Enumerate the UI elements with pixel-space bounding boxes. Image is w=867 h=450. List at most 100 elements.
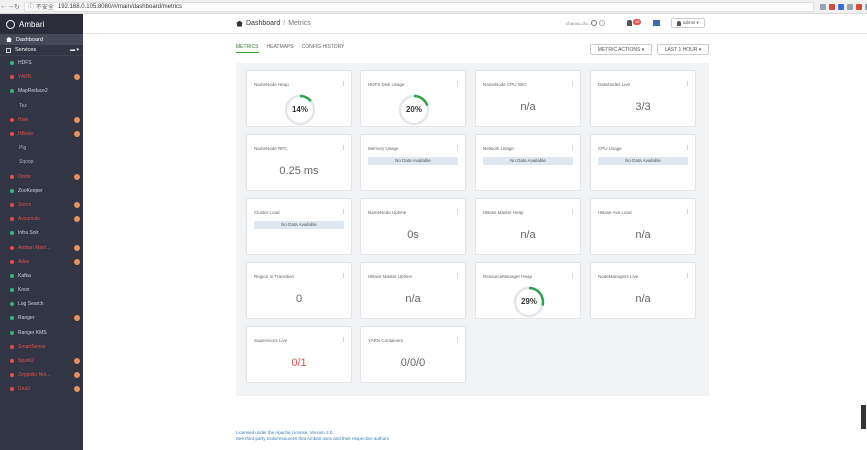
alert-badge-icon[interactable] [74,131,80,138]
alert-badge-icon[interactable] [74,386,80,393]
metric-widget[interactable]: YARN Containers ⋮ 0/0/0 [360,326,466,383]
breadcrumb-dashboard[interactable]: Dashboard [246,20,281,27]
metric-widget[interactable]: HBase Ave Load ⋮ n/a [590,198,696,255]
tab-heatmaps[interactable]: HEATMAPS [266,44,294,50]
metric-widget[interactable]: NameNode Heap ⋮ 14% [246,70,352,127]
metric-widget[interactable]: Network Usage ⋮ No Data Available [475,134,581,191]
sidebar-item-service[interactable]: Pig [0,141,83,155]
widget-menu-icon[interactable]: ⋮ [570,273,575,279]
extension-icon[interactable] [837,3,844,10]
sidebar-item-service[interactable]: Druid [0,382,83,396]
sidebar-item-service[interactable]: HBase [0,127,83,141]
metric-widget[interactable]: HBase Master Uptime ⋮ n/a [360,262,466,319]
alert-badge-icon[interactable] [74,216,80,223]
metric-widget[interactable]: ResourceManager Heap ⋮ 29% [475,262,581,319]
time-range-button[interactable]: LAST 1 HOUR ▾ [657,44,709,55]
sidebar-item-service[interactable]: Accumulo [0,212,83,226]
metric-widget[interactable]: Cluster Load ⋮ No Data Available [246,198,352,255]
metric-widget[interactable]: NodeManagers Live ⋮ n/a [590,262,696,319]
alert-badge-icon[interactable] [74,244,80,251]
services-menu-icon[interactable]: ▬ ▾ [70,47,79,53]
third-party-link[interactable]: See third-party tools/resources that Amb… [236,436,389,441]
widget-menu-icon[interactable]: ⋮ [570,145,575,151]
widget-menu-icon[interactable]: ⋮ [341,337,346,343]
metric-widget[interactable]: HDFS Disk Usage ⋮ 20% [360,70,466,127]
metric-widget[interactable]: Region In Transition ⋮ 0 [246,262,352,319]
status-icon[interactable] [599,20,605,26]
widget-menu-icon[interactable]: ⋮ [685,209,690,215]
metric-widget[interactable]: DataNodes Live ⋮ 3/3 [590,70,696,127]
widget-menu-icon[interactable]: ⋮ [455,145,460,151]
license-link[interactable]: Licensed under the Apache License, Versi… [236,430,334,435]
sidebar-item-service[interactable]: Storm [0,198,83,212]
extension-icon[interactable] [855,3,862,10]
widget-menu-icon[interactable]: ⋮ [455,273,460,279]
sidebar-item-service[interactable]: Knox [0,283,83,297]
star-icon[interactable] [819,3,826,10]
widget-menu-icon[interactable]: ⋮ [341,209,346,215]
sidebar-item-service[interactable]: Kafka [0,269,83,283]
metric-widget[interactable]: CPU Usage ⋮ No Data Available [590,134,696,191]
cluster-name[interactable]: chaoxu.clu... [566,21,592,26]
alerts-count-badge[interactable]: 45 [633,19,642,25]
info-icon[interactable]: ⓘ [27,5,34,11]
tab-metrics[interactable]: METRICS [236,44,259,53]
address-bar[interactable]: ⓘ 不安全 192.168.0.105:8080/#/main/dashboar… [23,1,814,12]
alert-badge-icon[interactable] [74,315,80,322]
alert-badge-icon[interactable] [74,173,80,180]
sidebar-item-service[interactable]: Ambari Metri... [0,240,83,254]
forward-icon[interactable]: → [7,3,14,10]
widget-menu-icon[interactable]: ⋮ [685,145,690,151]
sidebar-item-service[interactable]: YARN [0,70,83,84]
sidebar-item-dashboard[interactable]: Dashboard [0,34,83,45]
metric-widget[interactable]: NameNode CPU WIO ⋮ n/a [475,70,581,127]
sidebar-item-service[interactable]: Atlas [0,255,83,269]
background-ops-icon[interactable] [591,20,597,26]
extension-icon[interactable] [828,3,835,10]
metric-widget[interactable]: Supervisors Live ⋮ 0/1 [246,326,352,383]
user-menu-button[interactable]: admin ▾ [671,18,705,28]
widget-menu-icon[interactable]: ⋮ [341,145,346,151]
sidebar-item-service[interactable]: HDFS [0,56,83,70]
sidebar-item-service[interactable]: SmartSense [0,340,83,354]
sidebar-item-service[interactable]: Spark2 [0,354,83,368]
sidebar-item-service[interactable]: Hive [0,113,83,127]
tab-config-history[interactable]: CONFIG HISTORY [301,44,345,50]
metric-widget[interactable]: HBase Master Heap ⋮ n/a [475,198,581,255]
alert-badge-icon[interactable] [74,74,80,81]
brand[interactable]: Ambari [0,14,83,34]
metric-actions-button[interactable]: METRIC ACTIONS ▾ [590,44,652,55]
menu-icon[interactable] [864,3,867,10]
metric-widget[interactable]: Memory Usage ⋮ No Data Available [360,134,466,191]
metric-widget[interactable]: NameNode RPC ⋮ 0.25 ms [246,134,352,191]
widget-menu-icon[interactable]: ⋮ [455,337,460,343]
metric-widget[interactable]: NameNode Uptime ⋮ 0s [360,198,466,255]
widget-menu-icon[interactable]: ⋮ [341,273,346,279]
alert-badge-icon[interactable] [74,258,80,265]
sidebar-item-service[interactable]: ZooKeeper [0,184,83,198]
sidebar-item-service[interactable]: Tez [0,99,83,113]
widget-menu-icon[interactable]: ⋮ [570,209,575,215]
widget-menu-icon[interactable]: ⋮ [570,81,575,87]
scrollbar-thumb[interactable] [861,405,866,429]
widget-menu-icon[interactable]: ⋮ [455,81,460,87]
alert-badge-icon[interactable] [74,372,80,379]
sidebar-services-header[interactable]: Services ▬ ▾ [0,45,83,56]
widget-menu-icon[interactable]: ⋮ [341,81,346,87]
sidebar-item-service[interactable]: Oozie [0,170,83,184]
views-grid-icon[interactable] [653,20,660,26]
sidebar-item-service[interactable]: MapReduce2 [0,84,83,98]
extension-icon[interactable] [846,3,853,10]
sidebar-item-service[interactable]: Sqoop [0,155,83,169]
sidebar-item-service[interactable]: Ranger [0,311,83,325]
sidebar-item-service[interactable]: Ranger KMS [0,326,83,340]
alert-badge-icon[interactable] [74,116,80,123]
reload-icon[interactable]: ↻ [14,3,20,11]
alerts-bell-icon[interactable] [627,20,632,26]
sidebar-item-service[interactable]: Log Search [0,297,83,311]
back-icon[interactable]: ← [0,3,7,10]
widget-menu-icon[interactable]: ⋮ [455,209,460,215]
widget-menu-icon[interactable]: ⋮ [685,81,690,87]
home-icon[interactable] [236,20,243,27]
alert-badge-icon[interactable] [74,358,80,365]
